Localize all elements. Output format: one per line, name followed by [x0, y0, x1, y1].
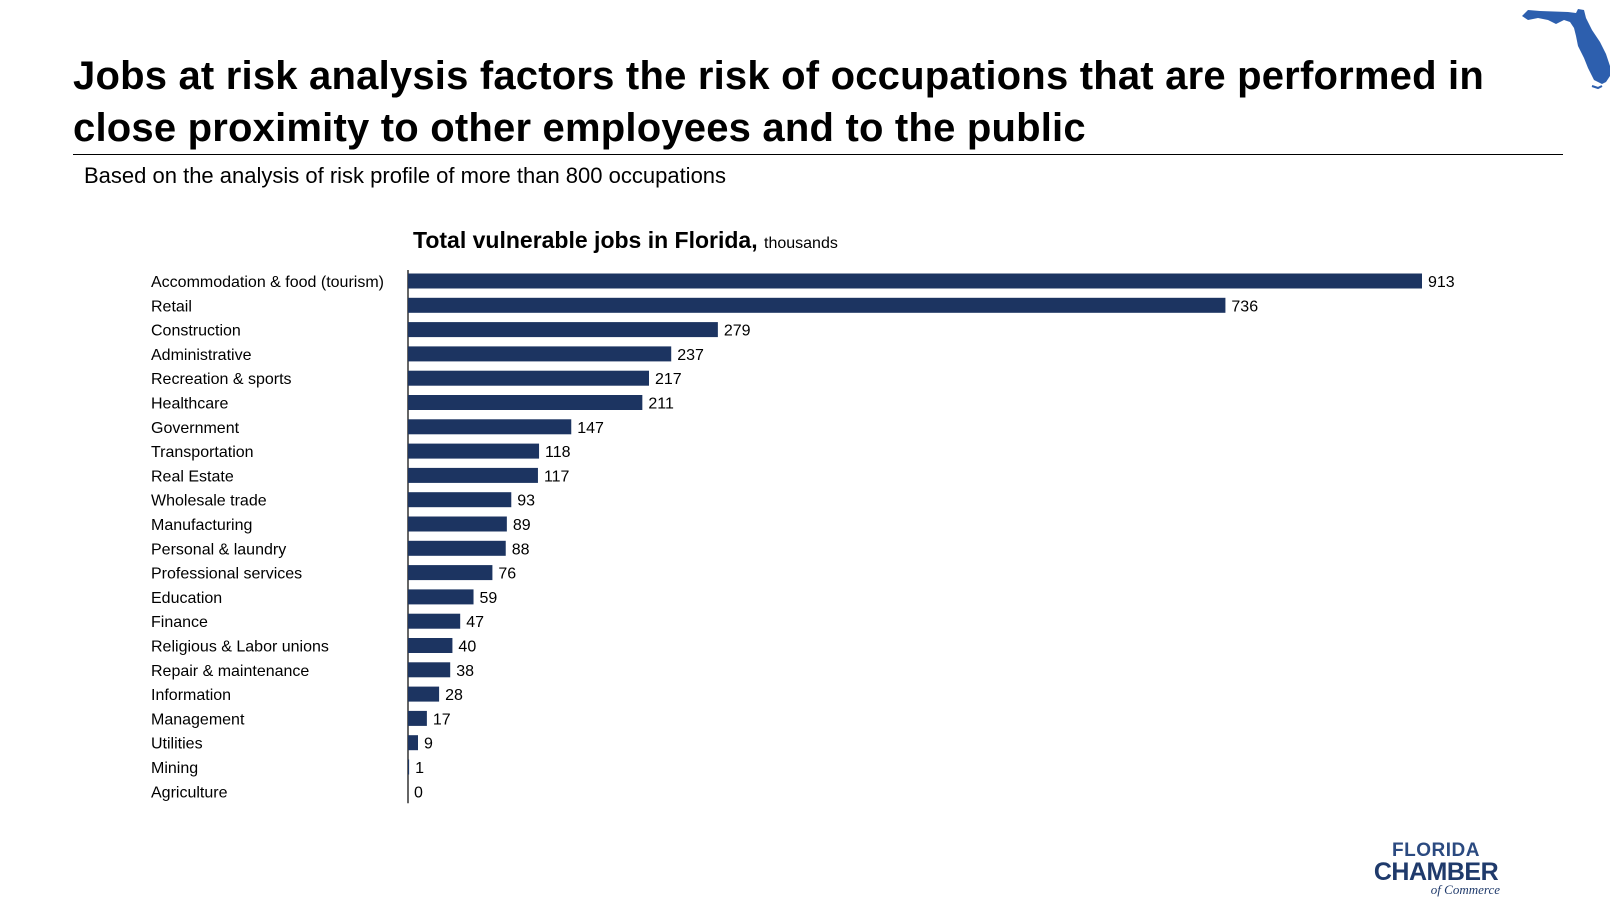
title-divider: [73, 154, 1563, 155]
bar: [408, 710, 427, 726]
category-label: Information: [151, 687, 231, 704]
category-label: Personal & laundry: [151, 541, 286, 558]
bar-value-label: 147: [577, 420, 604, 437]
bar-value-label: 237: [677, 347, 704, 364]
category-label: Transportation: [151, 444, 254, 461]
category-label: Agriculture: [151, 784, 228, 801]
category-label: Mining: [151, 760, 198, 777]
bar-value-label: 736: [1231, 298, 1258, 315]
category-label: Management: [151, 711, 245, 728]
florida-chamber-logo: FLORIDA CHAMBER of Commerce: [1368, 840, 1504, 897]
bar: [408, 759, 410, 775]
bar: [408, 662, 451, 678]
chart-title: Total vulnerable jobs in Florida, thousa…: [413, 225, 838, 259]
bar-value-label: 1: [415, 760, 424, 777]
bar: [408, 686, 440, 702]
bar: [408, 395, 643, 410]
page-subtitle: Based on the analysis of risk profile of…: [84, 163, 727, 188]
bar: [408, 613, 461, 629]
bar-value-label: 28: [445, 687, 463, 704]
category-label: Retail: [151, 298, 192, 315]
bar: [408, 273, 1422, 289]
bar-value-label: 0: [414, 784, 423, 801]
bar: [408, 443, 540, 459]
bar-value-label: 38: [456, 663, 474, 680]
logo-line-commerce: of Commerce: [1430, 882, 1500, 897]
chart-title-main: Total vulnerable jobs in Florida,: [413, 227, 758, 253]
category-label: Government: [151, 420, 240, 437]
bar-value-label: 88: [512, 541, 530, 558]
bar: [408, 735, 418, 751]
bar: [408, 492, 512, 508]
bar-value-label: 89: [513, 517, 531, 534]
bar: [408, 516, 507, 532]
bar-value-label: 40: [458, 639, 476, 656]
bar: [408, 540, 506, 556]
bar: [408, 565, 493, 581]
bar: [408, 419, 572, 435]
logo-line-chamber: CHAMBER: [1373, 858, 1499, 886]
bar: [408, 346, 672, 362]
bar-value-label: 76: [498, 566, 516, 583]
category-label: Professional services: [151, 566, 302, 583]
category-label: Real Estate: [151, 468, 234, 485]
bar-value-label: 217: [655, 371, 682, 388]
bar-value-label: 17: [433, 711, 451, 728]
bar: [408, 297, 1226, 313]
category-label: Religious & Labor unions: [151, 639, 329, 656]
category-label: Finance: [151, 614, 208, 631]
florida-map-icon: [1522, 9, 1610, 90]
category-label: Recreation & sports: [151, 371, 292, 388]
bar-value-label: 279: [724, 323, 751, 340]
logo-line-florida: FLORIDA: [1392, 840, 1480, 861]
bar-value-label: 118: [545, 444, 571, 461]
bar-value-label: 9: [424, 736, 433, 753]
chart-title-unit: thousands: [764, 235, 838, 252]
category-label: Repair & maintenance: [151, 663, 309, 680]
bar-value-label: 913: [1428, 274, 1455, 291]
bar: [408, 589, 474, 605]
category-label: Manufacturing: [151, 517, 252, 534]
bar-value-label: 47: [466, 614, 484, 631]
category-label: Healthcare: [151, 396, 228, 413]
bar-value-label: 117: [544, 468, 570, 485]
category-label: Utilities: [151, 736, 203, 753]
category-label: Administrative: [151, 347, 252, 364]
bar-value-label: 211: [648, 396, 674, 413]
category-label: Accommodation & food (tourism): [151, 274, 384, 291]
bar-value-label: 59: [480, 590, 498, 607]
category-label: Construction: [151, 323, 241, 340]
bar-value-label: 93: [517, 493, 535, 510]
bar: [408, 467, 538, 483]
category-label: Wholesale trade: [151, 493, 267, 510]
page-title: Jobs at risk analysis factors the risk o…: [73, 54, 1484, 150]
bar: [408, 322, 718, 338]
bar: [408, 370, 650, 386]
bar: [408, 638, 453, 653]
category-label: Education: [151, 590, 222, 607]
